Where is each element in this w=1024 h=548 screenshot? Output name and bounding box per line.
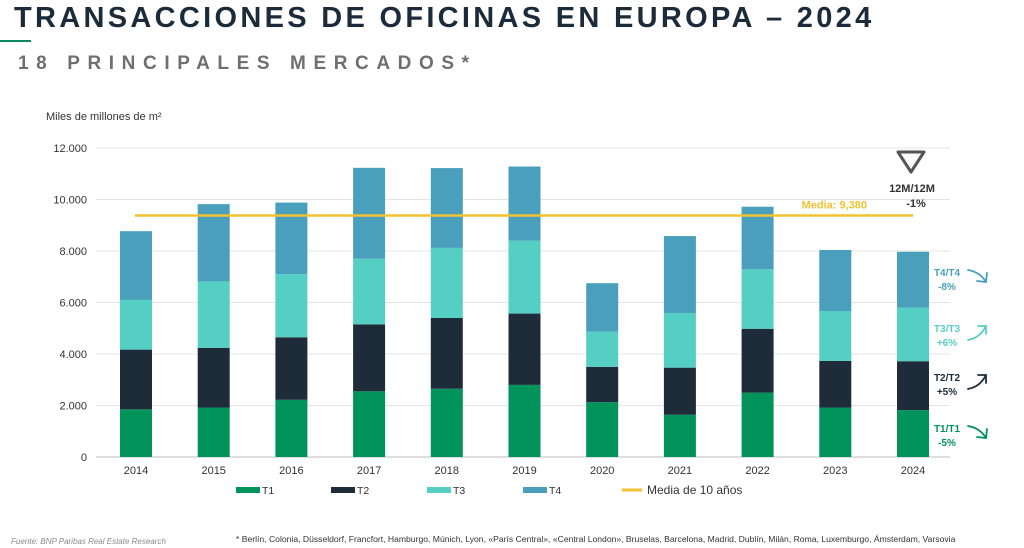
x-tick-label: 2017 [357,465,381,477]
bar-t2-2017 [353,324,386,392]
annotations: 12M/12M -1% T4/T4 -8% T3/T3 +6% T2/T2 +5% T1/T1 -… [889,150,988,449]
bar-t3-2014 [120,299,152,350]
y-tick-label: 12.000 [53,143,87,155]
average-label: Media: 9,380 [802,199,867,211]
annotation-value: +6% [937,338,957,349]
y-tick-label: 4.000 [59,349,87,361]
x-tick-label: 2019 [512,465,536,477]
bar-t2-2018 [430,317,463,389]
bar-t4-2022 [741,206,774,270]
average-line-group: Media: 9,380 [135,199,913,217]
annotation-label: T3/T3 [934,324,961,335]
bar-t1-2023 [819,407,852,457]
down-triangle-icon [896,150,926,174]
annotation-value: -1% [906,198,926,210]
y-axis-label: Miles de millones de m² [46,111,162,123]
bar-t4-2015 [197,204,230,282]
bar-t3-2024 [897,307,929,362]
down-right-arrow-icon [967,269,988,283]
bar-t1-2016 [275,399,308,457]
legend-label: Media de 10 años [647,483,742,497]
bar-t2-2019 [508,313,541,385]
x-tick-label: 2021 [668,465,692,477]
legend-label: T1 [262,485,274,497]
down-right-arrow-icon [967,425,988,439]
up-right-arrow-icon [967,374,987,390]
bar-t4-2023 [819,249,852,311]
legend-swatch-t1 [236,487,260,493]
bar-t2-2022 [741,328,774,393]
x-tick-label: 2015 [201,465,225,477]
bar-t4-2017 [353,167,386,259]
annotation-label: T4/T4 [934,268,961,279]
bar-t4-2016 [275,202,308,275]
legend-label: T4 [549,485,561,497]
y-tick-label: 6.000 [59,298,87,310]
bar-t1-2024 [897,410,929,457]
annotation-value: +5% [937,387,957,398]
annotation-label: 12M/12M [889,183,935,195]
bar-t1-2019 [508,384,541,457]
bar-t1-2020 [586,402,619,457]
legend: T1 T2 T3 T4 Media de 10 años [236,483,742,497]
bar-t2-2023 [819,360,852,408]
bar-t4-2020 [586,283,619,332]
axes: Miles de millones de m² 0 2.000 4.000 6.000 8… [46,111,925,477]
y-tick-label: 2.000 [59,401,87,413]
x-tick-label: 2022 [745,465,769,477]
bar-t2-2020 [586,366,619,403]
bar-t4-2024 [897,251,929,308]
up-right-arrow-icon [967,325,987,341]
bar-t1-2015 [197,407,230,457]
bar-t2-2016 [275,337,308,400]
bar-t4-2018 [430,168,463,248]
bars [120,166,929,457]
bar-t3-2015 [197,281,230,348]
bar-t1-2014 [120,409,152,457]
y-tick-label: 10.000 [53,195,87,207]
bar-t1-2017 [353,391,386,457]
bar-t2-2024 [897,361,929,411]
x-tick-label: 2018 [435,465,459,477]
x-tick-label: 2016 [279,465,303,477]
bar-t2-2021 [663,367,696,415]
x-tick-label: 2020 [590,465,614,477]
bar-t2-2015 [197,347,230,408]
bar-t3-2017 [353,258,386,325]
x-tick-label: 2014 [124,465,148,477]
title-accent-rule [0,40,31,42]
bar-t4-2014 [120,231,152,300]
bar-t3-2016 [275,274,308,338]
bar-t1-2022 [741,392,774,457]
bar-t3-2018 [430,247,463,318]
legend-swatch-t3 [427,487,451,493]
legend-label: T3 [453,485,465,497]
bar-t3-2020 [586,331,619,367]
page-title: TRANSACCIONES DE OFICINAS EN EUROPA – 20… [14,2,875,34]
bar-t4-2021 [663,236,696,314]
y-tick-label: 8.000 [59,246,87,258]
bar-t3-2021 [663,313,696,368]
bar-t1-2018 [430,388,463,457]
bar-t1-2021 [663,414,696,457]
bar-t3-2023 [819,310,852,361]
legend-swatch-t4 [523,487,547,493]
page-subtitle: 18 PRINCIPALES MERCADOS* [18,53,477,74]
x-tick-label: 2023 [823,465,847,477]
annotation-value: -8% [938,282,956,293]
y-tick-label: 0 [81,452,87,464]
annotation-label: T1/T1 [934,424,961,435]
x-tick-label: 2024 [901,465,925,477]
annotation-value: -5% [938,438,956,449]
bar-t2-2014 [120,349,152,410]
bar-t3-2022 [741,269,774,329]
source-note: Fuente: BNP Paribas Real Estate Research [11,537,166,546]
bar-t3-2019 [508,240,541,314]
annotation-label: T2/T2 [934,373,961,384]
bar-t4-2019 [508,166,541,241]
legend-label: T2 [357,485,369,497]
legend-swatch-t2 [331,487,355,493]
markets-footnote: * Berlín, Colonia, Düsseldorf, Francfort… [236,534,956,544]
